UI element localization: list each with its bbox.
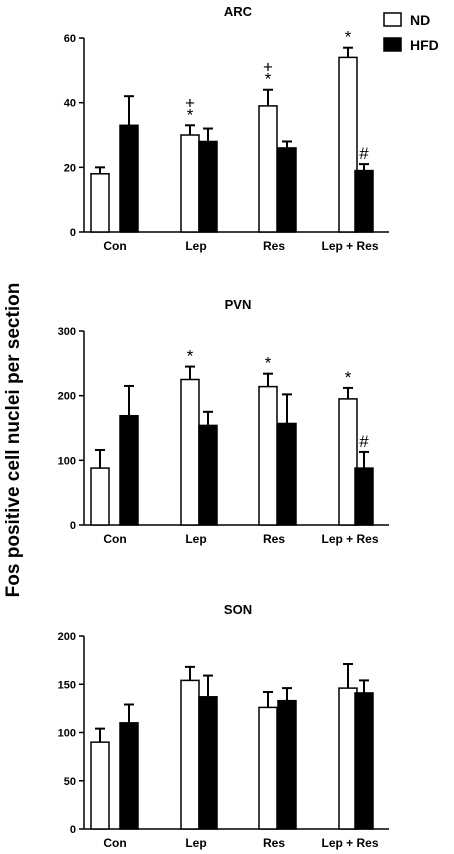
y-tick-label: 100	[58, 455, 76, 467]
legend-swatch-nd	[383, 12, 402, 27]
x-category-label: Lep + Res	[321, 532, 378, 546]
y-axis-label: Fos positive cell nuclei per section	[3, 283, 24, 598]
x-category-label: Lep + Res	[321, 836, 378, 850]
significance-marker: *	[187, 347, 194, 366]
significance-marker: +	[263, 58, 273, 77]
significance-marker: *	[345, 368, 352, 387]
bar-hfd	[354, 467, 374, 526]
bar-hfd	[198, 424, 218, 526]
bar-hfd	[198, 696, 218, 830]
bar-nd	[258, 706, 278, 830]
panel-title: SON	[224, 602, 252, 617]
x-category-label: Lep + Res	[321, 239, 378, 253]
x-category-label: Con	[103, 836, 126, 850]
legend-label-hfd: HFD	[410, 37, 439, 53]
significance-marker: #	[359, 144, 369, 163]
bar-nd	[90, 173, 110, 233]
y-tick-label: 0	[70, 227, 76, 239]
panel-son: SON 0 50 100 150 200 Con Lep Res Lep + Res	[58, 602, 389, 850]
bar-hfd	[198, 140, 218, 233]
significance-marker: #	[359, 432, 369, 451]
bar-nd	[258, 105, 278, 233]
x-category-label: Con	[103, 532, 126, 546]
y-tick-label: 60	[64, 33, 76, 45]
bar-hfd	[277, 422, 297, 526]
x-category-label: Con	[103, 239, 126, 253]
panel-title: PVN	[225, 297, 252, 312]
bar-hfd	[277, 147, 297, 233]
bar-nd	[258, 385, 278, 526]
y-tick-label: 40	[64, 98, 76, 110]
panel-title: ARC	[224, 4, 253, 19]
x-category-label: Lep	[185, 836, 206, 850]
bar-hfd	[354, 692, 374, 830]
y-tick-label: 200	[58, 631, 76, 643]
bar-nd	[338, 56, 358, 233]
x-category-label: Lep	[185, 239, 206, 253]
panel-pvn: PVN 0 100 200 300 * * * # Con Lep Res Lep + Res	[58, 297, 389, 546]
x-category-label: Res	[263, 239, 285, 253]
y-tick-label: 150	[58, 679, 76, 691]
x-category-label: Res	[263, 836, 285, 850]
bar-nd	[180, 378, 200, 526]
bar-nd	[90, 741, 110, 830]
y-tick-label: 100	[58, 728, 76, 740]
y-tick-label: 50	[64, 776, 76, 788]
bar-nd	[338, 398, 358, 526]
significance-marker: *	[187, 105, 194, 124]
bar-hfd	[119, 124, 139, 233]
legend: ND HFD	[383, 12, 439, 53]
y-tick-label: 200	[58, 391, 76, 403]
legend-swatch-hfd	[383, 37, 402, 52]
x-category-label: Res	[263, 532, 285, 546]
significance-marker: *	[265, 70, 272, 89]
bar-nd	[90, 467, 110, 526]
y-tick-label: 0	[70, 824, 76, 836]
bar-hfd	[119, 414, 139, 526]
y-tick-label: 0	[70, 520, 76, 532]
bar-hfd	[277, 699, 297, 830]
significance-marker: *	[345, 28, 352, 47]
bar-nd	[180, 679, 200, 830]
legend-label-nd: ND	[410, 12, 430, 28]
bar-hfd	[354, 169, 374, 233]
bar-nd	[180, 134, 200, 233]
y-tick-label: 20	[64, 162, 76, 174]
y-tick-label: 300	[58, 326, 76, 338]
significance-marker: +	[185, 93, 195, 112]
x-category-label: Lep	[185, 532, 206, 546]
significance-marker: *	[265, 354, 272, 373]
bar-hfd	[119, 722, 139, 830]
